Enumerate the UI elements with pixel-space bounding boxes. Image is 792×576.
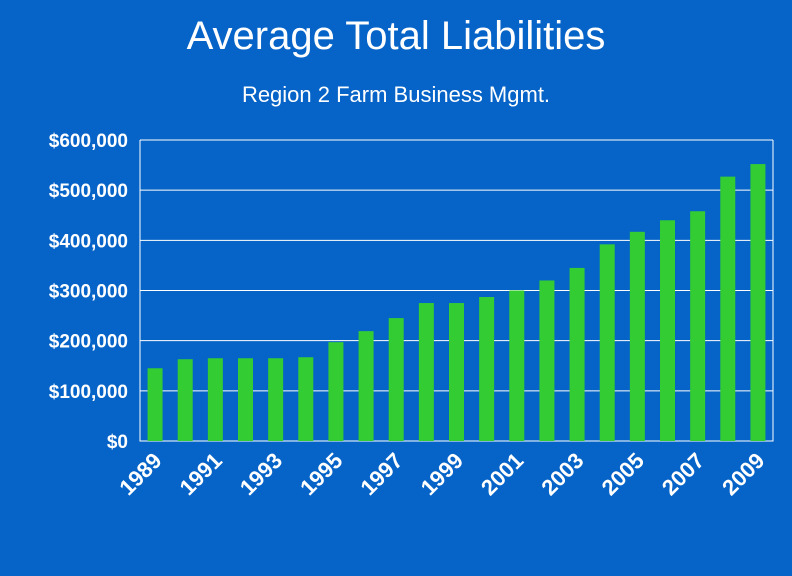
bar-2004: [599, 244, 615, 441]
y-tick-label: $600,000: [49, 131, 128, 152]
bar-1995: [328, 342, 344, 441]
bar-2006: [660, 220, 675, 441]
bar-1996: [358, 331, 374, 441]
bar-1998: [418, 303, 434, 441]
bar-1994: [298, 357, 314, 441]
bar-2001: [509, 290, 525, 441]
y-tick-label: $400,000: [49, 231, 128, 252]
bar-1990: [177, 359, 193, 441]
bar-1999: [449, 303, 464, 441]
x-tick-label: 1999: [416, 448, 468, 500]
bar-2005: [629, 231, 645, 441]
bar-1989: [147, 368, 163, 441]
y-tick-label: $300,000: [49, 282, 128, 303]
y-tick-label: $0: [107, 432, 128, 453]
bar-2002: [539, 280, 555, 441]
x-tick-label: 2009: [717, 448, 769, 500]
chart-title: Average Total Liabilities: [186, 14, 606, 58]
x-tick-label: 2003: [536, 448, 588, 500]
x-tick-label: 2001: [476, 448, 528, 500]
y-tick-label: $500,000: [49, 181, 128, 202]
bar-1993: [268, 358, 284, 441]
bar-2009: [750, 164, 766, 441]
bar-1991: [207, 358, 223, 441]
bar-2008: [720, 176, 736, 441]
x-tick-label: 2007: [657, 448, 709, 500]
x-tick-label: 1991: [175, 448, 227, 500]
y-tick-label: $200,000: [49, 332, 128, 353]
bar-2007: [690, 211, 706, 441]
x-tick-label: 1993: [235, 448, 287, 500]
y-tick-label: $100,000: [49, 382, 128, 403]
x-tick-label: 2005: [597, 448, 649, 500]
bar-1997: [388, 318, 404, 441]
x-tick-label: 1997: [355, 448, 407, 500]
x-tick-label: 1995: [295, 448, 347, 500]
chart-subtitle: Region 2 Farm Business Mgmt.: [241, 82, 551, 107]
bar-1992: [238, 358, 253, 441]
bar-2000: [479, 297, 495, 441]
x-tick-label: 1989: [114, 448, 166, 500]
bar-2003: [569, 267, 585, 441]
